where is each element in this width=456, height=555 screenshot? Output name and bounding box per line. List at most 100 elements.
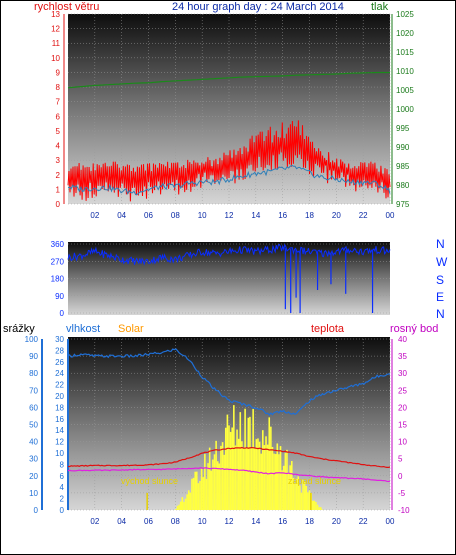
direction-tick-label: 360 <box>51 240 65 249</box>
climate-x-tick-label: 00 <box>386 517 395 526</box>
temperature-tick-label: 20 <box>398 403 407 412</box>
humidity-tick-label: 4 <box>60 483 65 492</box>
wind-x-tick-label: 02 <box>90 211 99 220</box>
wind-tick-label: 12 <box>51 25 60 34</box>
wind-x-tick-label: 18 <box>305 211 314 220</box>
humidity-tick-label: 6 <box>60 472 65 481</box>
pressure-tick-label: 995 <box>396 124 410 133</box>
temperature-tick-label: 35 <box>398 352 407 361</box>
wind-tick-label: 13 <box>51 10 60 19</box>
pressure-series <box>67 71 390 89</box>
rain-tick-label: 100 <box>25 335 39 344</box>
temperature-series <box>68 446 391 468</box>
humidity-tick-label: 20 <box>55 392 64 401</box>
direction-label-w: W <box>436 255 448 269</box>
sunset-label: západ slunce <box>288 476 341 486</box>
pressure-tick-label: 1010 <box>396 67 414 76</box>
humidity-tick-label: 26 <box>55 358 64 367</box>
sunrise-label: východ slunce <box>121 476 178 486</box>
wind-x-tick-label: 20 <box>332 211 341 220</box>
temperature-tick-label: 25 <box>398 386 407 395</box>
wind-tick-label: 9 <box>56 68 61 77</box>
humidity-series <box>67 348 391 416</box>
humidity-tick-label: 24 <box>55 369 64 378</box>
pressure-tick-label: 1015 <box>396 48 414 57</box>
pressure-tick-label: 980 <box>396 181 410 190</box>
pressure-tick-label: 975 <box>396 200 410 209</box>
rain-tick-label: 40 <box>29 438 38 447</box>
chart-title: 24 hour graph day : 24 March 2014 <box>172 1 344 13</box>
direction-label-n-bottom: N <box>436 307 445 321</box>
temperature-label: teplota <box>311 323 345 335</box>
pressure-tick-label: 985 <box>396 162 410 171</box>
wind-tick-label: 7 <box>56 98 61 107</box>
dewpoint-label: rosný bod <box>390 323 438 335</box>
climate-x-tick-label: 16 <box>278 517 287 526</box>
wind-tick-label: 5 <box>56 127 61 136</box>
climate-x-tick-label: 10 <box>198 517 207 526</box>
pressure-label: tlak <box>371 1 389 13</box>
climate-x-tick-label: 18 <box>305 517 314 526</box>
rain-tick-label: 20 <box>29 472 38 481</box>
temperature-tick-label: 5 <box>398 455 403 464</box>
humidity-tick-label: 2 <box>60 495 65 504</box>
axes: 0123456789101112139759809859909951000100… <box>25 10 415 526</box>
humidity-tick-label: 0 <box>60 506 65 515</box>
rain-tick-label: 90 <box>29 352 38 361</box>
pressure-tick-label: 1020 <box>396 29 414 38</box>
direction-tick-label: 180 <box>51 275 65 284</box>
temperature-tick-label: 10 <box>398 438 407 447</box>
wind-tick-label: 2 <box>56 171 61 180</box>
temperature-tick-label: -10 <box>398 506 410 515</box>
wind-x-tick-label: 06 <box>144 211 153 220</box>
climate-x-tick-label: 06 <box>144 517 153 526</box>
wind-x-tick-label: 10 <box>198 211 207 220</box>
direction-label-e: E <box>436 290 444 304</box>
wind-x-tick-label: 04 <box>117 211 126 220</box>
wind-speed-label: rychlost větru <box>34 1 99 13</box>
humidity-label: vlhkost <box>66 323 100 335</box>
climate-x-tick-label: 20 <box>332 517 341 526</box>
direction-panel-bg <box>68 242 390 315</box>
humidity-tick-label: 10 <box>55 449 64 458</box>
wind-x-tick-label: 08 <box>171 211 180 220</box>
rain-tick-label: 60 <box>29 403 38 412</box>
wind-x-tick-label: 00 <box>386 211 395 220</box>
wind-x-tick-label: 14 <box>251 211 260 220</box>
humidity-tick-label: 14 <box>55 426 64 435</box>
wind-tick-label: 0 <box>56 200 61 209</box>
temperature-tick-label: 40 <box>398 335 407 344</box>
direction-label-n-top: N <box>436 237 445 251</box>
wind-tick-label: 3 <box>56 156 61 165</box>
direction-tick-label: 270 <box>51 257 65 266</box>
solar-label: Solar <box>118 323 144 335</box>
pressure-tick-label: 1005 <box>396 86 414 95</box>
wind-tick-label: 6 <box>56 112 61 121</box>
pressure-tick-label: 1025 <box>396 10 414 19</box>
direction-tick-label: 0 <box>60 309 65 318</box>
humidity-tick-label: 22 <box>55 381 64 390</box>
climate-x-tick-label: 02 <box>90 517 99 526</box>
data-series <box>67 71 391 510</box>
wind-direction-series <box>67 243 391 266</box>
direction-tick-label: 90 <box>55 292 64 301</box>
rain-tick-label: 70 <box>29 386 38 395</box>
humidity-tick-label: 12 <box>55 438 64 447</box>
wind-tick-label: 1 <box>56 185 61 194</box>
climate-x-tick-label: 04 <box>117 517 126 526</box>
wind-average-series <box>67 164 391 196</box>
rain-tick-label: 0 <box>34 506 39 515</box>
humidity-tick-label: 8 <box>60 460 65 469</box>
climate-x-tick-label: 12 <box>225 517 234 526</box>
wind-x-tick-label: 22 <box>359 211 368 220</box>
rain-tick-label: 80 <box>29 369 38 378</box>
humidity-tick-label: 30 <box>55 335 64 344</box>
wind-tick-label: 10 <box>51 54 60 63</box>
humidity-tick-label: 18 <box>55 403 64 412</box>
dewpoint-series <box>67 467 391 483</box>
wind-speed-series <box>67 120 391 202</box>
pressure-tick-label: 990 <box>396 143 410 152</box>
rain-label: srážky <box>3 323 35 335</box>
rain-tick-label: 50 <box>29 421 38 430</box>
rain-tick-label: 30 <box>29 455 38 464</box>
